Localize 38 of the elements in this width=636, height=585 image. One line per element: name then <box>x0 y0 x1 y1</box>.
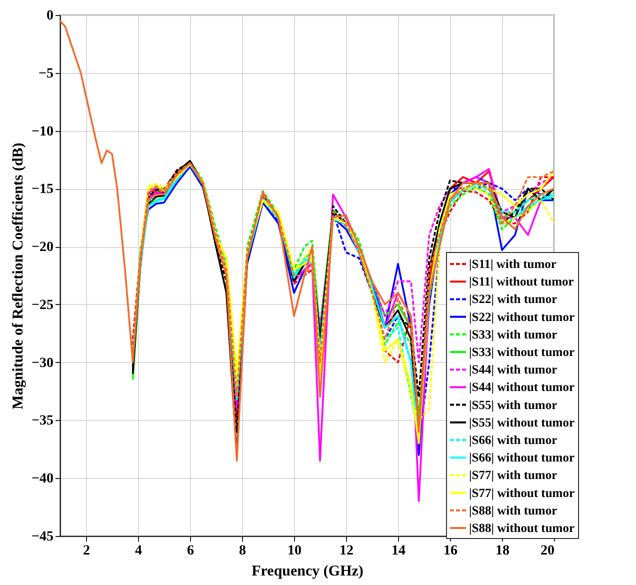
x-tick-label: 6 <box>187 544 194 558</box>
x-tick-label: 10 <box>288 544 302 558</box>
y-tick-label: −10 <box>32 124 54 140</box>
legend-label: |S22| with tumor <box>469 292 558 306</box>
y-tick-label: −20 <box>32 240 54 256</box>
legend-label: |S88| without tumor <box>469 521 575 535</box>
y-axis-title: Magnitude of Reflection Coefficients (dB) <box>10 142 27 410</box>
legend-label: |S66| with tumor <box>469 433 558 447</box>
y-tick-label: 0 <box>46 8 54 24</box>
legend-label: |S44| with tumor <box>469 362 558 377</box>
x-tick-label: 4 <box>135 544 142 558</box>
y-tick-label: −30 <box>32 356 54 371</box>
y-tick-label: −25 <box>32 298 54 313</box>
legend-label: |S11| without tumor <box>469 274 574 289</box>
y-tick-label: −5 <box>38 66 54 82</box>
legend-label: |S77| with tumor <box>469 468 558 482</box>
legend-label: |S55| with tumor <box>469 398 558 412</box>
x-axis-title: Frequency (GHz) <box>252 564 364 580</box>
y-tick-label: −35 <box>32 414 54 429</box>
legend-label: |S66| without tumor <box>469 450 575 465</box>
y-tick-label: −15 <box>32 182 54 198</box>
legend-label: |S11| with tumor <box>469 257 557 271</box>
legend-label: |S33| with tumor <box>469 327 558 342</box>
x-tick-label: 2 <box>83 544 90 558</box>
legend-label: |S88| with tumor <box>469 503 558 518</box>
legend-label: |S33| without tumor <box>469 345 575 359</box>
x-tick-label: 20 <box>540 544 554 558</box>
legend-label: |S22| without tumor <box>469 310 575 324</box>
x-tick-label: 16 <box>444 544 458 558</box>
legend-label: |S44| without tumor <box>469 380 575 394</box>
y-tick-label: −40 <box>32 472 54 487</box>
x-tick-label: 18 <box>496 544 510 558</box>
legend-label: |S55| without tumor <box>469 415 575 430</box>
x-tick-label: 12 <box>340 544 354 558</box>
x-tick-label: 14 <box>392 544 406 558</box>
x-tick-label: 8 <box>239 544 246 558</box>
y-tick-label: −45 <box>32 530 54 544</box>
legend-label: |S77| without tumor <box>469 486 575 500</box>
